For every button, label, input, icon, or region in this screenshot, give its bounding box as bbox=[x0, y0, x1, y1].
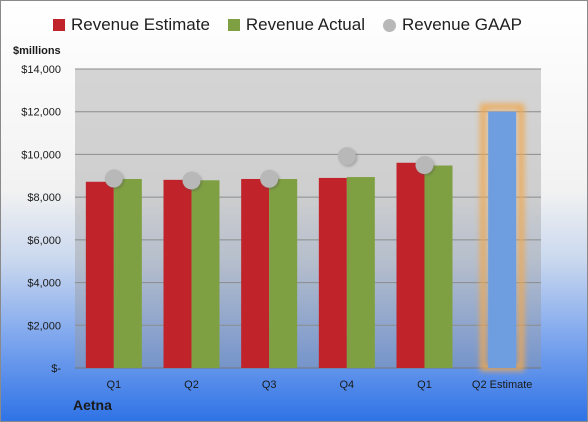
bar-revenue-estimate bbox=[163, 179, 192, 368]
bar-revenue-actual bbox=[269, 178, 298, 368]
legend-label-estimate: Revenue Estimate bbox=[71, 15, 210, 34]
legend-swatch-gaap bbox=[383, 18, 396, 32]
bar-revenue-actual bbox=[191, 180, 220, 368]
bar-revenue-estimate bbox=[318, 177, 347, 368]
y-tick-label: $8,000 bbox=[27, 192, 61, 204]
bar-revenue-estimate bbox=[396, 162, 425, 368]
bar-revenue-actual bbox=[424, 165, 453, 368]
bar-revenue-actual bbox=[113, 178, 142, 368]
y-axis-unit-label: $millions bbox=[13, 45, 61, 57]
x-tick-label: Q2 bbox=[184, 379, 199, 391]
y-tick-label: $12,000 bbox=[21, 107, 61, 119]
y-tick-label: $- bbox=[51, 363, 61, 375]
y-tick-label: $4,000 bbox=[27, 278, 61, 290]
x-tick-label: Q1 bbox=[417, 379, 432, 391]
legend-label-gaap: Revenue GAAP bbox=[402, 15, 523, 34]
point-revenue-gaap bbox=[337, 147, 356, 166]
legend-item-estimate: Revenue Estimate bbox=[53, 15, 210, 35]
x-tick-label: Q1 bbox=[106, 379, 121, 391]
legend-swatch-actual bbox=[227, 19, 240, 31]
bar-revenue-estimate bbox=[241, 178, 270, 368]
point-revenue-gaap bbox=[104, 169, 123, 188]
y-tick-label: $2,000 bbox=[27, 320, 61, 332]
legend-label-actual: Revenue Actual bbox=[245, 15, 365, 34]
x-tick-label: Q2 Estimate bbox=[472, 379, 533, 391]
bar-revenue-actual bbox=[346, 177, 375, 368]
point-revenue-gaap bbox=[260, 169, 279, 188]
x-tick-label: Q4 bbox=[339, 379, 354, 391]
point-revenue-gaap bbox=[182, 171, 201, 190]
y-tick-label: $14,000 bbox=[21, 64, 61, 76]
legend-item-actual: Revenue Actual bbox=[227, 15, 365, 35]
y-tick-label: $10,000 bbox=[21, 149, 61, 161]
x-tick-label: Q3 bbox=[262, 379, 277, 391]
legend-swatch-estimate bbox=[53, 19, 65, 31]
plot-area bbox=[75, 69, 541, 368]
y-tick-label: $6,000 bbox=[27, 235, 61, 247]
bar-revenue-estimate bbox=[85, 181, 114, 368]
point-revenue-gaap bbox=[415, 156, 434, 175]
legend-item-gaap: Revenue GAAP bbox=[383, 15, 522, 35]
bar-revenue-estimate-highlight bbox=[488, 111, 517, 368]
legend: Revenue Estimate Revenue Actual Revenue … bbox=[53, 15, 522, 35]
company-name: Aetna bbox=[73, 397, 112, 413]
